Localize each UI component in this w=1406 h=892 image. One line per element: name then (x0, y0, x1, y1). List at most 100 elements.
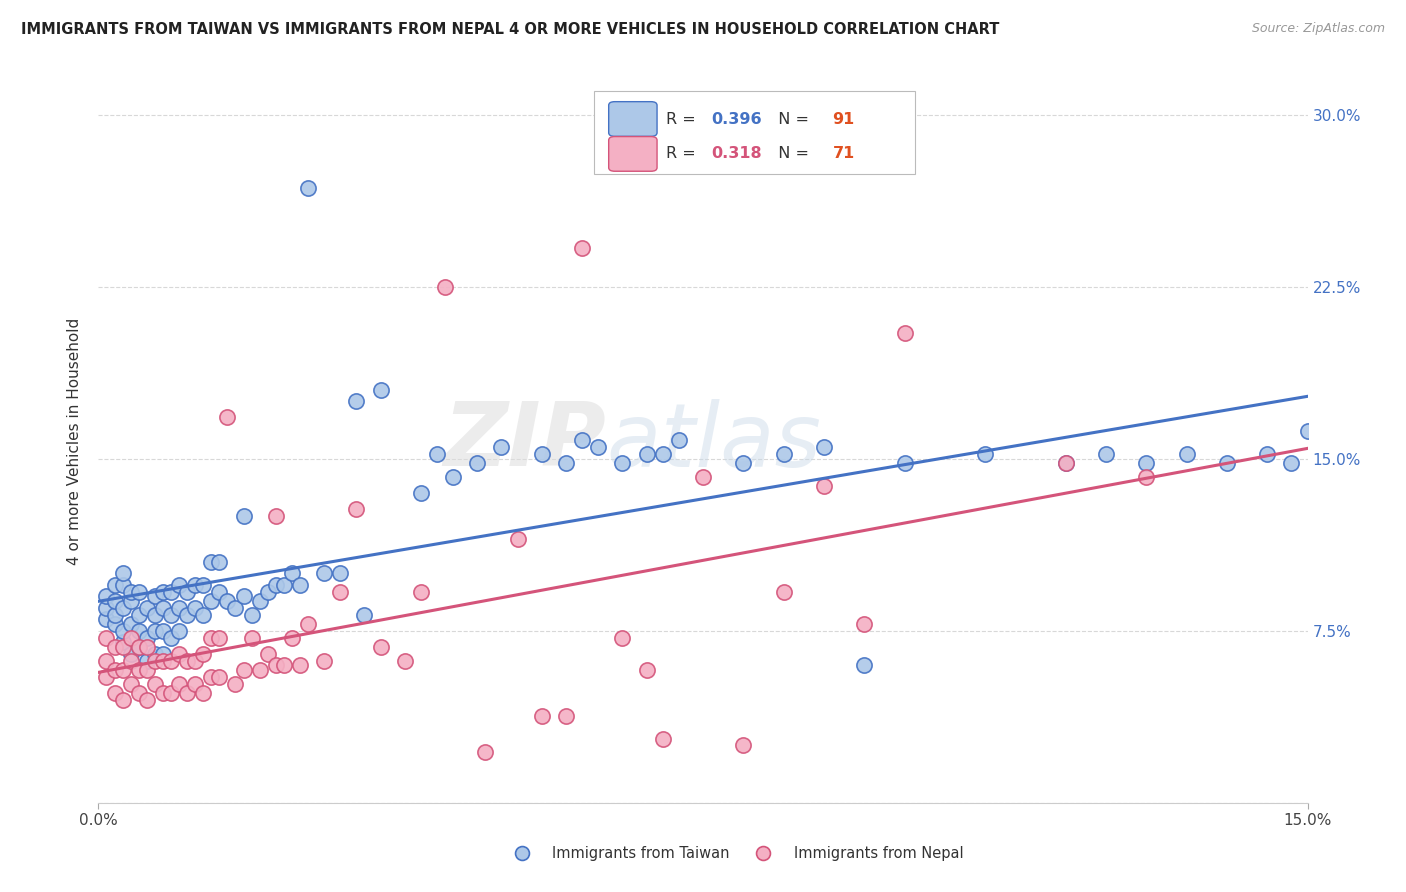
Point (813, 440, 835, 454)
Point (167, 624, 190, 638)
Point (314, 654, 336, 668)
Point (1095, 447, 1118, 461)
Text: Immigrants from Nepal: Immigrants from Nepal (793, 846, 963, 861)
Point (200, 670, 222, 684)
Point (120, 676, 142, 690)
Point (111, 640, 134, 654)
Point (160, 584, 183, 599)
Point (103, 640, 125, 654)
Point (893, 326, 915, 340)
Point (651, 447, 673, 461)
Point (612, 631, 634, 645)
Point (772, 584, 794, 599)
Point (465, 456, 488, 470)
Point (128, 624, 150, 638)
Point (772, 447, 794, 461)
Point (208, 631, 231, 645)
Point (135, 663, 157, 677)
Point (571, 241, 593, 255)
Point (208, 670, 231, 684)
Text: 0.396: 0.396 (711, 112, 762, 127)
Point (217, 594, 239, 608)
Point (103, 616, 125, 631)
Text: 91: 91 (832, 112, 855, 127)
Point (184, 676, 207, 690)
Text: N =: N = (768, 146, 814, 161)
Point (329, 584, 352, 599)
Point (733, 739, 755, 753)
Point (176, 654, 198, 668)
Point (974, 447, 997, 461)
Point (273, 658, 295, 673)
Point (152, 584, 174, 599)
Text: N =: N = (768, 112, 814, 127)
Point (692, 470, 714, 484)
Point (111, 624, 134, 638)
Point (853, 658, 876, 673)
Text: Immigrants from Taiwan: Immigrants from Taiwan (551, 846, 730, 861)
Point (200, 594, 222, 608)
Point (853, 616, 876, 631)
Point (264, 509, 287, 524)
Point (120, 647, 142, 661)
Point (1281, 456, 1303, 470)
Point (135, 654, 157, 668)
Point (264, 578, 287, 592)
Point (555, 708, 578, 723)
Point (314, 566, 336, 581)
Point (160, 654, 183, 668)
Point (120, 594, 142, 608)
Point (120, 631, 142, 645)
FancyBboxPatch shape (595, 91, 915, 174)
Point (143, 647, 166, 661)
Point (668, 434, 690, 448)
Point (193, 578, 215, 592)
Point (249, 594, 271, 608)
Point (612, 456, 634, 470)
Point (152, 647, 174, 661)
Text: R =: R = (665, 146, 700, 161)
Point (160, 686, 183, 700)
Point (96, 670, 118, 684)
Y-axis label: 4 or more Vehicles in Household: 4 or more Vehicles in Household (67, 318, 83, 566)
Point (111, 566, 134, 581)
Point (200, 631, 222, 645)
Point (281, 566, 304, 581)
Point (256, 584, 278, 599)
Point (1054, 456, 1077, 470)
Point (329, 566, 352, 581)
Point (96, 600, 118, 615)
Point (530, 708, 553, 723)
Point (135, 692, 157, 706)
Point (120, 654, 142, 668)
Point (555, 456, 578, 470)
Point (370, 383, 392, 397)
Point (143, 676, 166, 690)
Text: ZIP: ZIP (443, 398, 606, 485)
Point (176, 607, 198, 622)
Point (96, 590, 118, 604)
FancyBboxPatch shape (609, 136, 657, 171)
Point (409, 584, 432, 599)
Point (152, 600, 174, 615)
Point (160, 631, 183, 645)
Point (1256, 447, 1278, 461)
Point (193, 647, 215, 661)
Point (426, 447, 449, 461)
Text: R =: R = (665, 112, 700, 127)
Point (264, 658, 287, 673)
Point (240, 631, 263, 645)
Point (152, 624, 174, 638)
Point (288, 578, 311, 592)
Point (1296, 424, 1319, 438)
Point (152, 654, 174, 668)
Point (143, 624, 166, 638)
Point (176, 686, 198, 700)
Text: atlas: atlas (606, 399, 821, 484)
Point (297, 616, 319, 631)
Point (167, 647, 190, 661)
Point (1054, 456, 1077, 470)
Point (128, 640, 150, 654)
Point (232, 590, 254, 604)
Text: Source: ZipAtlas.com: Source: ZipAtlas.com (1251, 22, 1385, 36)
